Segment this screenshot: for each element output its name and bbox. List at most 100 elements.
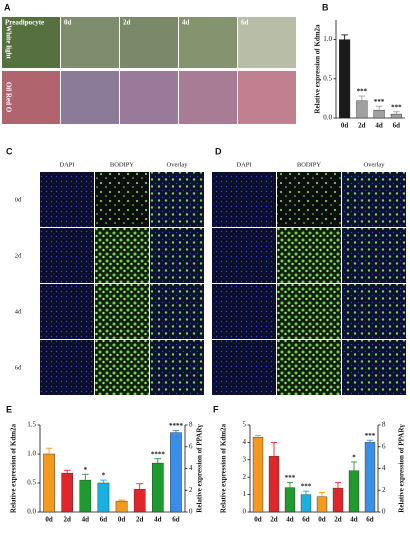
bar — [97, 482, 110, 513]
column-header: DAPI — [236, 161, 251, 168]
y-tick-label: 4 — [243, 438, 247, 446]
y-tick-label: 2 — [243, 473, 247, 481]
micrograph — [61, 71, 119, 124]
fluorescence-image — [95, 228, 149, 283]
y2-tick-label: 0 — [382, 508, 386, 516]
fluorescence-image — [150, 284, 204, 339]
x-tick-label: 0d — [341, 122, 349, 130]
fluorescence-image — [150, 340, 204, 395]
y2-tick-label: 0 — [189, 508, 193, 516]
panel-letter: D — [215, 146, 222, 156]
x-tick-label: 4d — [286, 516, 294, 524]
error-bar — [45, 447, 53, 454]
bar — [332, 487, 344, 513]
bar — [316, 496, 328, 513]
fluorescence-image — [95, 340, 149, 395]
y2-axis-label: Relative expression of PPARγ — [196, 424, 204, 513]
y-axis-label: Relative expression of Kdm2a — [10, 423, 18, 513]
x-tick-label: 2d — [334, 516, 342, 524]
bar — [252, 436, 264, 513]
x-tick-label: 0d — [118, 516, 126, 524]
error-bar — [351, 461, 357, 471]
bar — [300, 494, 312, 513]
error-bar — [303, 490, 309, 495]
y-tick-label: 0.5 — [27, 479, 36, 487]
micrograph — [120, 17, 178, 68]
fluorescence-image — [212, 284, 276, 339]
image-label: 6d — [241, 19, 249, 27]
row-label: 4d — [15, 308, 22, 315]
y2-tick-label: 4 — [382, 464, 386, 472]
panel-letter: B — [322, 2, 329, 12]
significance-label: *** — [374, 98, 385, 106]
error-bar — [319, 491, 325, 497]
fluorescence-image — [342, 340, 406, 395]
error-bar — [271, 441, 277, 457]
error-bar — [375, 105, 383, 111]
fluorescence-image — [40, 172, 94, 227]
panel-letter: F — [213, 404, 219, 414]
x-tick-label: 4d — [375, 122, 383, 130]
significance-label: **** — [151, 450, 166, 458]
fluorescence-image — [212, 340, 276, 395]
micrograph — [238, 17, 296, 68]
fluorescence-image — [95, 284, 149, 339]
bar — [373, 109, 385, 119]
y-axis-label: Relative expression of Kdm2a — [314, 24, 322, 114]
error-bar — [358, 95, 366, 101]
bar — [79, 479, 92, 513]
bar — [43, 453, 55, 513]
bar — [390, 113, 402, 119]
fluorescence-image — [95, 172, 149, 227]
fluorescence-image — [212, 228, 276, 283]
micrograph — [238, 71, 296, 124]
y-tick-label: 1.0 — [27, 450, 36, 458]
image-label: 2d — [123, 19, 131, 27]
bar — [364, 442, 376, 513]
bar — [339, 39, 351, 119]
y-tick-label: 3 — [243, 455, 247, 463]
panel-letter: E — [6, 404, 12, 414]
row-label: 6d — [15, 364, 22, 371]
y2-axis-label: Relative expression of PPARγ — [398, 424, 406, 513]
x-tick-label: 2d — [270, 516, 278, 524]
image-label: 0d — [64, 19, 72, 27]
fluorescence-image — [212, 172, 276, 227]
y-tick-label: 1.5 — [27, 421, 36, 429]
x-tick-label: 6d — [393, 122, 401, 130]
y-tick-label: 1.0 — [323, 35, 332, 43]
y2-tick-label: 2 — [382, 486, 386, 494]
panel-letter: C — [6, 146, 13, 156]
y2-tick-label: 6 — [189, 442, 193, 450]
image-label: Preadipocyte — [5, 19, 44, 27]
significance-label: **** — [169, 422, 184, 430]
y2-tick-label: 2 — [189, 486, 193, 494]
row-label: White light — [4, 25, 12, 59]
bar — [284, 487, 296, 513]
fluorescence-image — [150, 172, 204, 227]
fluorescence-image — [40, 284, 94, 339]
significance-label: *** — [285, 474, 296, 482]
x-tick-label: 6d — [100, 516, 108, 524]
x-tick-label: 0d — [318, 516, 326, 524]
error-bar — [172, 429, 180, 433]
y-tick-label: 5 — [243, 421, 247, 429]
bar — [151, 462, 164, 513]
row-label: 2d — [15, 252, 22, 259]
bar — [348, 470, 360, 513]
y2-tick-label: 8 — [382, 421, 386, 429]
x-tick-label: 4d — [82, 516, 90, 524]
significance-label: *** — [357, 88, 368, 96]
y-tick-label: 0.0 — [27, 508, 36, 516]
panel-letter: A — [4, 2, 11, 12]
error-bar — [393, 111, 400, 115]
y-tick-label: 0 — [243, 508, 247, 516]
column-header: DAPI — [59, 161, 74, 168]
error-bar — [118, 499, 125, 502]
error-bar — [335, 482, 341, 489]
x-tick-label: 6d — [366, 516, 374, 524]
error-bar — [154, 458, 162, 464]
fluorescence-image — [342, 172, 406, 227]
y-tick-label: 0.5 — [323, 74, 332, 82]
x-tick-label: 0d — [45, 516, 53, 524]
